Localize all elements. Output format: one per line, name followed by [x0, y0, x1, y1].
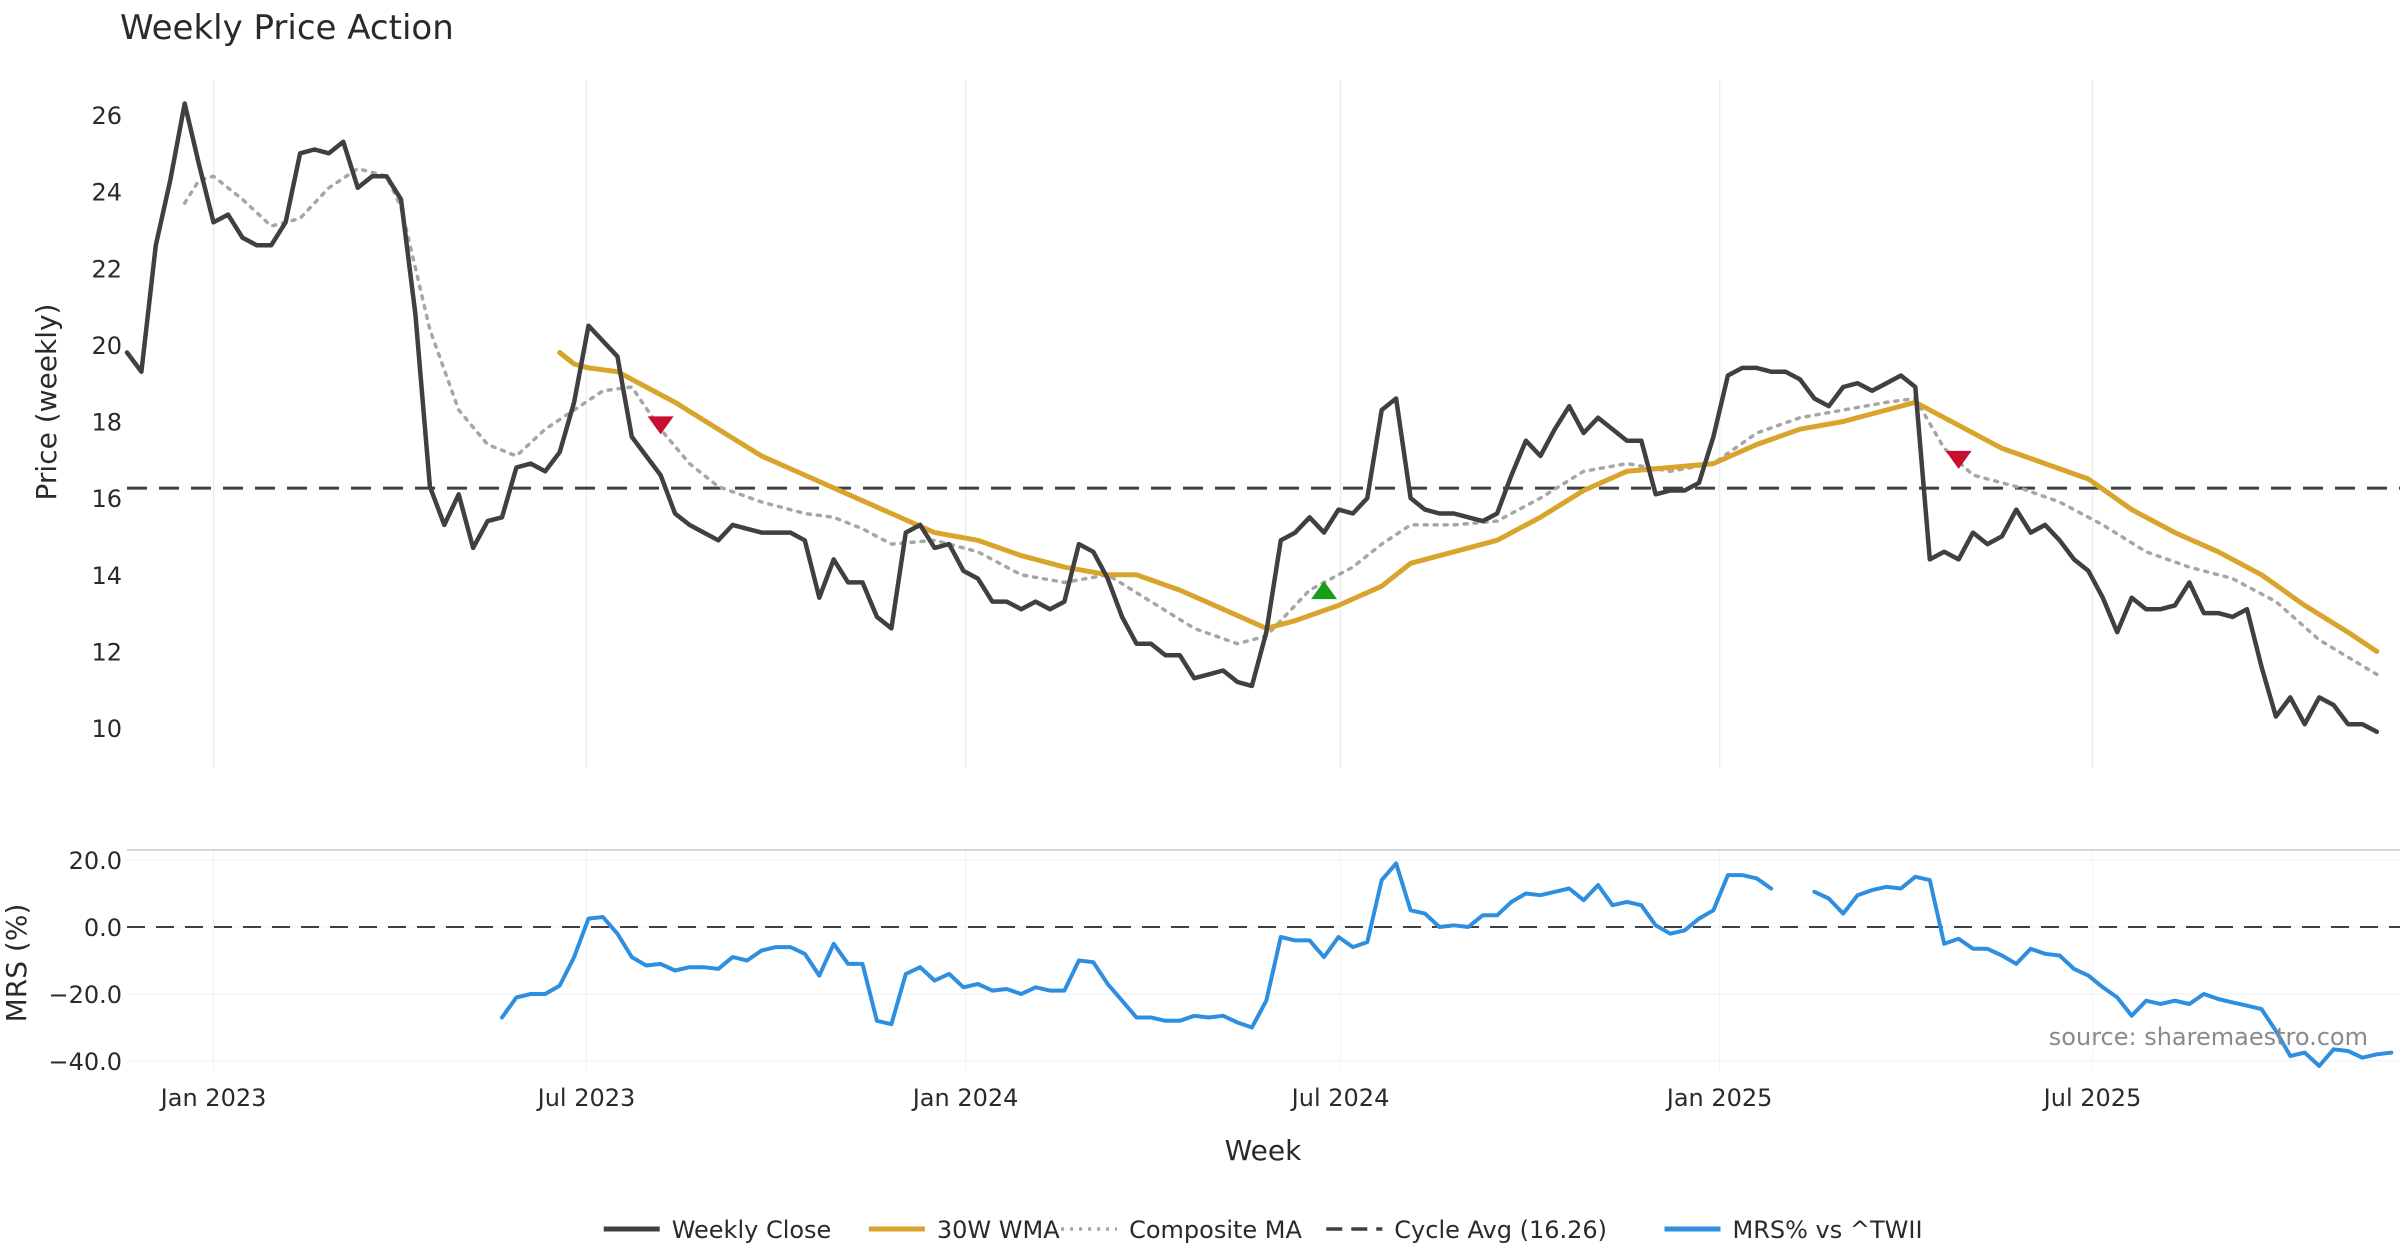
mrs-series-group — [127, 861, 2400, 1068]
price-y-tick-label: 22 — [91, 255, 122, 283]
mrs-y-tick-label: 20.0 — [69, 847, 122, 875]
legend: Weekly Close 30W WMA Composite MA Cycle Avg… — [603, 1216, 1923, 1244]
x-axis-label: Week — [1225, 1134, 1302, 1167]
composite-ma-line — [182, 166, 2379, 677]
mrs-y-tick-label: −20.0 — [48, 981, 122, 1009]
x-tick-label: Jan 2025 — [1665, 1084, 1773, 1112]
legend-label: 30W WMA — [937, 1216, 1060, 1244]
price-y-tick-label: 12 — [91, 638, 122, 666]
price-y-ticks: 10 12 14 16 18 20 22 24 26 — [91, 102, 122, 743]
signal-markers — [647, 416, 1972, 600]
price-y-tick-label: 10 — [91, 715, 122, 743]
legend-label: MRS% vs ^TWII — [1733, 1216, 1923, 1244]
legend-label: Weekly Close — [672, 1216, 832, 1244]
x-tick-label: Jul 2024 — [1290, 1084, 1390, 1112]
x-tick-label: Jul 2025 — [2042, 1084, 2142, 1112]
sell-signal-marker — [647, 416, 674, 435]
price-y-tick-label: 18 — [91, 409, 122, 437]
legend-label: Composite MA — [1129, 1216, 1302, 1244]
sell-signal-marker — [1945, 450, 1972, 469]
chart-title: Weekly Price Action — [120, 8, 454, 48]
x-tick-label: Jan 2023 — [159, 1084, 267, 1112]
legend-label: Cycle Avg (16.26) — [1394, 1216, 1607, 1244]
price-y-tick-label: 16 — [91, 485, 122, 513]
mrs-y-tick-label: −40.0 — [48, 1048, 122, 1076]
buy-signal-marker — [1311, 581, 1338, 600]
price-y-tick-label: 24 — [91, 179, 122, 207]
price-gridlines — [212, 80, 2094, 768]
price-y-tick-label: 14 — [91, 562, 122, 590]
mrs-line — [1812, 874, 2394, 1068]
x-ticks: Jan 2023 Jul 2023 Jan 2024 Jul 2024 Jan 2025… — [159, 1084, 2142, 1112]
x-tick-label: Jan 2024 — [911, 1084, 1019, 1112]
price-y-tick-label: 26 — [91, 102, 122, 130]
price-series-group — [124, 101, 2400, 735]
mrs-y-tick-label: 0.0 — [84, 914, 122, 942]
30w-wma-line — [557, 350, 2380, 654]
mrs-y-ticks: 20.0 0.0 −20.0 −40.0 — [48, 847, 122, 1076]
weekly-close-line — [124, 101, 2380, 735]
source-note: source: sharemaestro.com — [2049, 1023, 2368, 1051]
x-tick-label: Jul 2023 — [536, 1084, 636, 1112]
mrs-line — [500, 861, 1774, 1030]
mrs-y-axis-label: MRS (%) — [0, 904, 33, 1023]
price-y-tick-label: 20 — [91, 332, 122, 360]
price-y-axis-label: Price (weekly) — [30, 304, 63, 501]
